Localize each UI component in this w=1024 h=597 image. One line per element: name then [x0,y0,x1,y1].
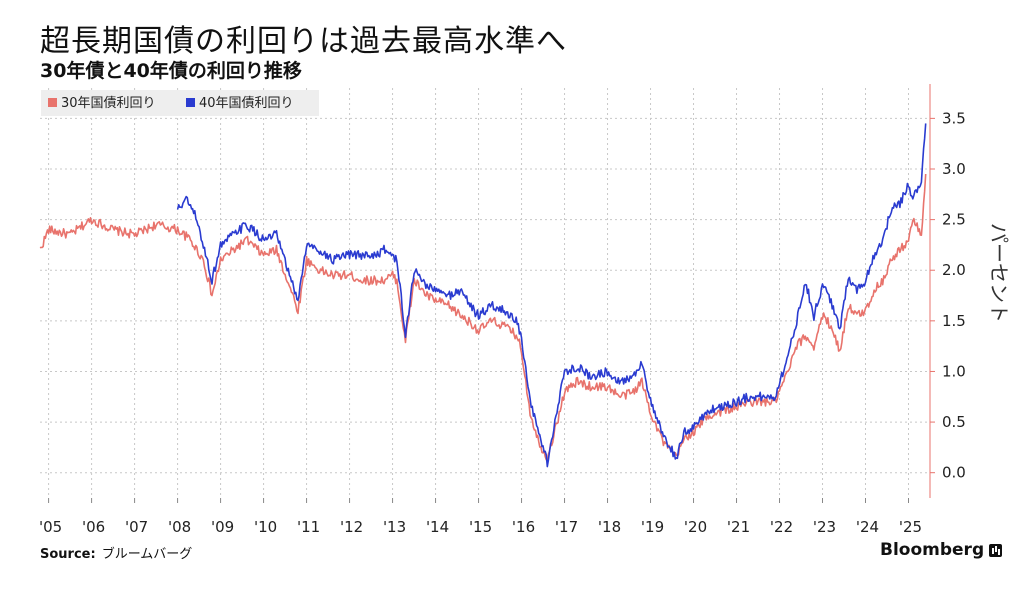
x-tick-label: '11 [297,518,320,536]
x-tick-label: '08 [168,518,191,536]
x-tick-label: '09 [211,518,234,536]
legend-swatch [48,98,57,107]
x-tick-label: '15 [469,518,492,536]
series-line [176,123,927,468]
x-tick-label: '23 [813,518,836,536]
x-tick-label: '25 [899,518,922,536]
legend-swatch [186,98,195,107]
brand-logo: Bloomberg [880,540,1003,560]
y-tick-label: 1.5 [942,312,966,330]
y-tick-label: 2.5 [942,211,966,229]
legend-label: 30年国債利回り [61,96,156,111]
y-tick-label: 0.5 [942,413,966,431]
axes: 0.0 0.5 1.0 1.5 2.0 2.5 3.0 3.5 '05 '06 '07 '08 '09 '… [39,84,1011,536]
x-tick-label: '07 [125,518,148,536]
y-tick-label: 2.0 [942,261,966,279]
gridlines [40,88,930,498]
x-tick-label: '10 [254,518,277,536]
legend: 30年国債利回り 40年国債利回り [41,90,319,116]
x-tick-label: '14 [426,518,449,536]
legend-label: 40年国債利回り [199,96,294,111]
x-tick-label: '24 [856,518,879,536]
x-tick-label: '13 [383,518,406,536]
y-axis-label: パーセント [987,223,1011,323]
chart-subtitle: 30年債と40年債の利回り推移 [40,60,302,82]
x-tick-label: '22 [770,518,793,536]
brand-name: Bloomberg [880,540,985,560]
series-line [39,173,927,462]
source-label: Source: [40,547,96,562]
source-note: Source: ブルームバーグ [40,543,192,562]
x-tick-label: '16 [512,518,535,536]
x-tick-label: '19 [641,518,664,536]
source-value: ブルームバーグ [101,547,193,562]
x-tick-label: '12 [340,518,363,536]
x-tick-label: '17 [555,518,578,536]
legend-box [41,90,319,116]
x-tick-label: '20 [684,518,707,536]
x-tick-label: '05 [39,518,62,536]
y-tick-label: 1.0 [942,362,966,380]
y-tick-label: 3.5 [942,109,966,127]
chart-title: 超長期国債の利回りは過去最高水準へ [40,24,567,59]
x-tick-label: '06 [82,518,105,536]
y-tick-label: 3.0 [942,160,966,178]
y-tick-label: 0.0 [942,464,966,482]
bloomberg-terminal-icon [989,543,1003,557]
x-tick-label: '21 [727,518,750,536]
x-tick-label: '18 [598,518,621,536]
series-lines [39,123,927,468]
